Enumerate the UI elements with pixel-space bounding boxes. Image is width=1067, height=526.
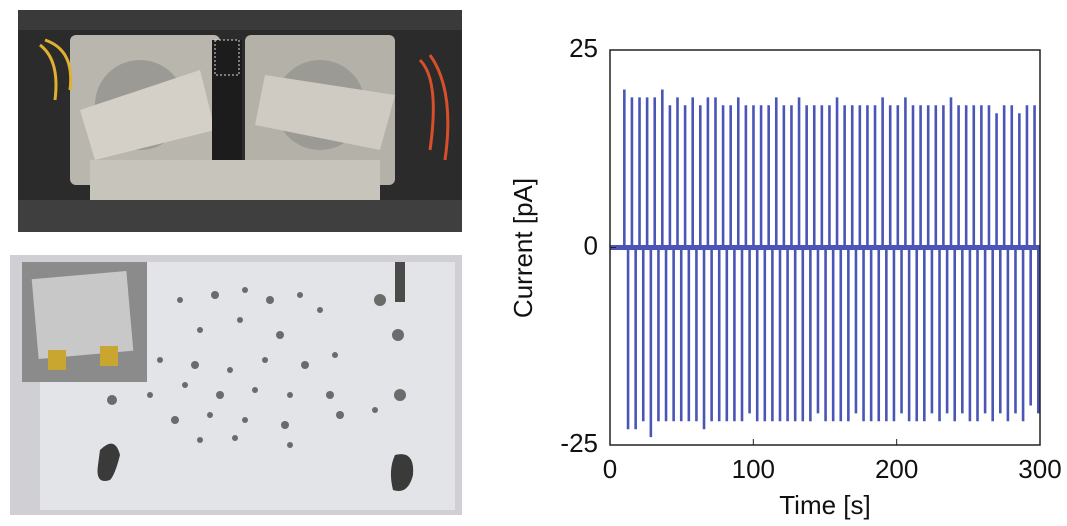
- y-tick-label: 0: [584, 230, 598, 260]
- y-axis-label: Current [pA]: [508, 178, 538, 318]
- photo-rig: [18, 10, 462, 232]
- x-axis-label: Time [s]: [779, 490, 870, 520]
- y-tick-label: 25: [569, 33, 598, 63]
- photo-sheet: [10, 255, 462, 515]
- x-tick-label: 300: [1018, 454, 1061, 484]
- plot: [610, 90, 1040, 438]
- x-tick-label: 0: [603, 454, 617, 484]
- x-tick-label: 100: [732, 454, 775, 484]
- figure: Current [pA] Time [s] -250250100200300: [0, 0, 1067, 521]
- x-tick-label: 200: [875, 454, 918, 484]
- y-tick-label: -25: [560, 428, 598, 458]
